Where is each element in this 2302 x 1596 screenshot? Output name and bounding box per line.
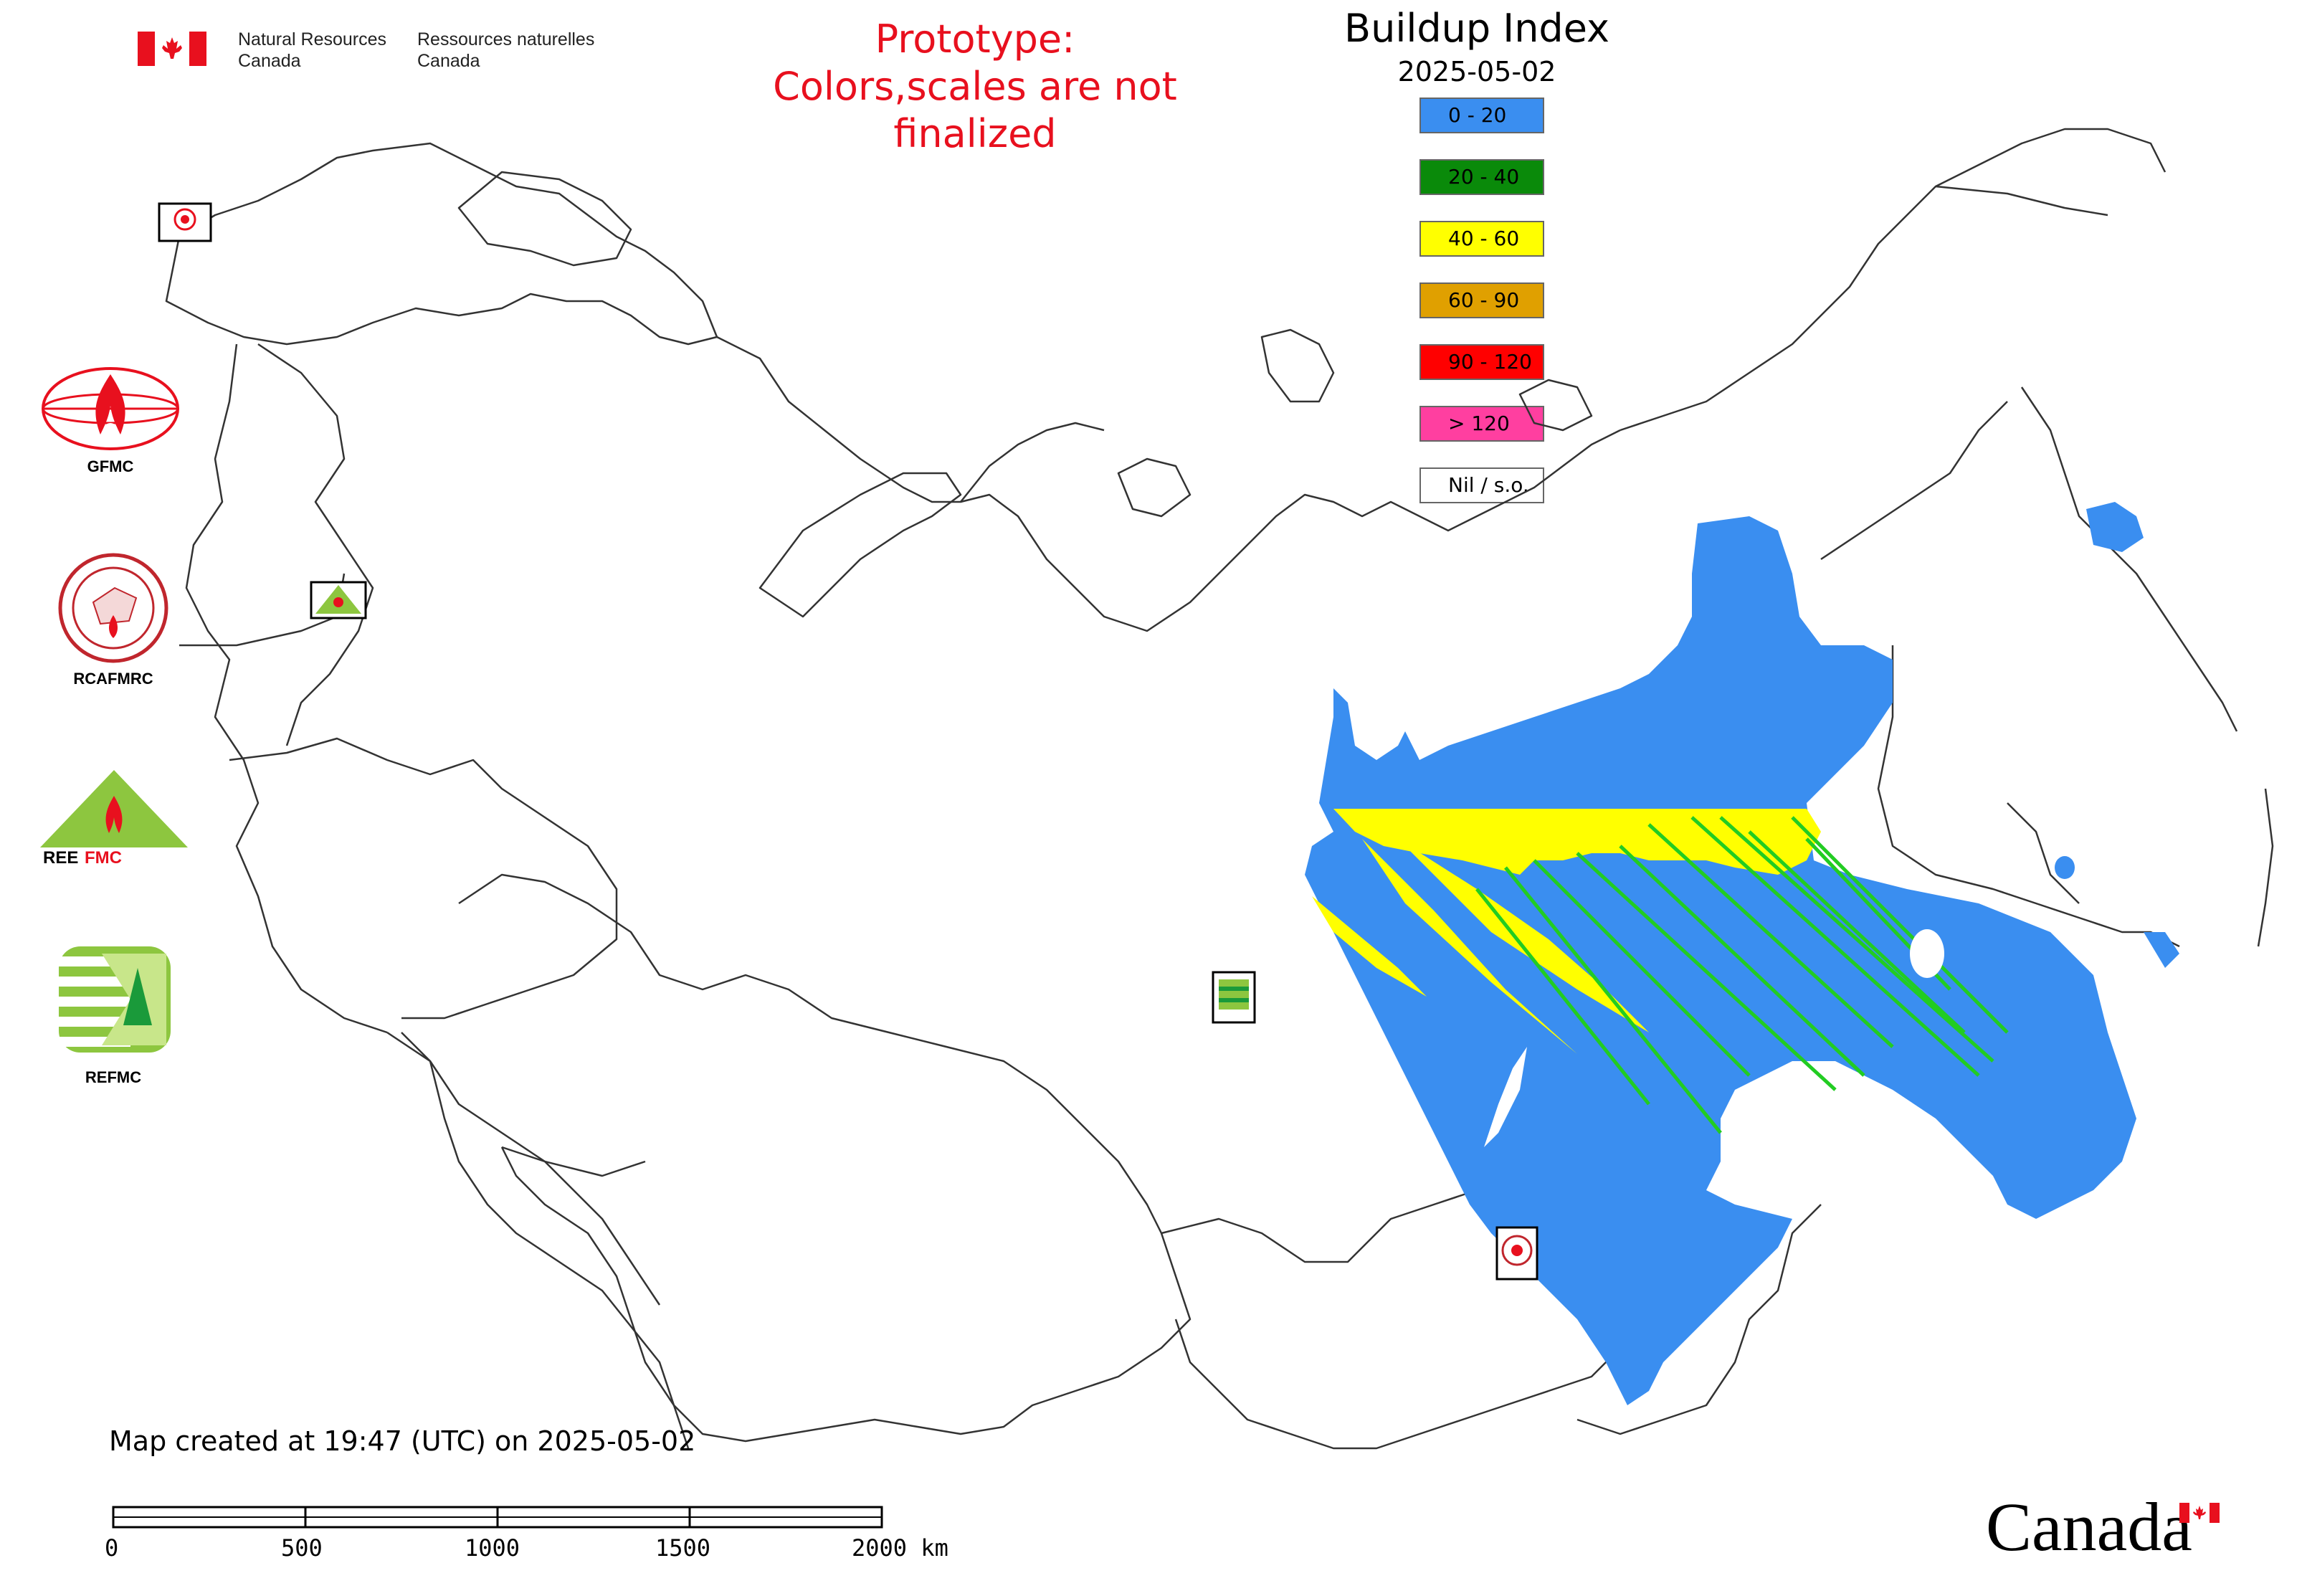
scale-tick-1500: 1500 [655, 1534, 711, 1562]
legend-date: 2025-05-02 [1397, 56, 1556, 87]
dept-name-en-line2: Canada [238, 51, 301, 71]
scale-tick-500: 500 [281, 1534, 323, 1562]
legend-item-60-90: 60 - 90 [1419, 282, 1544, 318]
dept-name-fr: Ressources naturelles Canada [417, 29, 594, 72]
rcafmrc-label: RCAFMRC [73, 670, 153, 688]
legend-item-20-40: 20 - 40 [1419, 159, 1544, 195]
refmc-map-marker-icon [1212, 971, 1256, 1024]
rcafmrc-map-marker-icon [1495, 1226, 1538, 1281]
scale-bar [112, 1506, 886, 1534]
reefmc-map-marker-icon [310, 581, 367, 619]
dept-name-fr-line2: Canada [417, 51, 480, 71]
legend-item-0-20: 0 - 20 [1419, 98, 1544, 133]
legend-title: Buildup Index [1344, 6, 1609, 51]
prototype-line2: Colors,scales are not finalized [773, 64, 1177, 156]
rcafmrc-logo-icon [57, 552, 169, 667]
gfmc-label: GFMC [87, 457, 134, 475]
gfmc-logo-icon [40, 366, 181, 455]
refmc-logo-icon [59, 946, 171, 1055]
legend-item-nil: Nil / s.o. [1419, 467, 1544, 503]
canada-flag-icon [138, 32, 206, 66]
canada-wordmark: Canada [1986, 1488, 2192, 1565]
scale-tick-2000: 2000 km [852, 1534, 948, 1562]
legend-item-90-120: 90 - 120 [1419, 344, 1544, 380]
dept-name-en-line1: Natural Resources [238, 29, 387, 49]
reefmc-logo-icon: REE FMC [37, 767, 191, 870]
dept-name-en: Natural Resources Canada [238, 29, 386, 72]
dept-name-fr-line1: Ressources naturelles [417, 29, 595, 49]
canada-wordmark-flag-icon [2179, 1503, 2220, 1526]
prototype-line1: Prototype: [875, 16, 1075, 62]
country-borders [165, 128, 2274, 1450]
prototype-notice: Prototype: Colors,scales are not finaliz… [688, 16, 1262, 158]
refmc-label: REFMC [85, 1068, 142, 1086]
svg-text:REE: REE [43, 848, 78, 868]
bui-data-layer [1305, 502, 2179, 1405]
scale-tick-0: 0 [105, 1534, 119, 1562]
gfmc-map-marker-icon [158, 202, 212, 242]
legend-item-40-60: 40 - 60 [1419, 221, 1544, 257]
map-created-text: Map created at 19:47 (UTC) on 2025-05-02 [109, 1425, 696, 1457]
legend-item-over-120: > 120 [1419, 406, 1544, 442]
scale-tick-1000: 1000 [465, 1534, 520, 1562]
svg-text:FMC: FMC [85, 848, 122, 868]
